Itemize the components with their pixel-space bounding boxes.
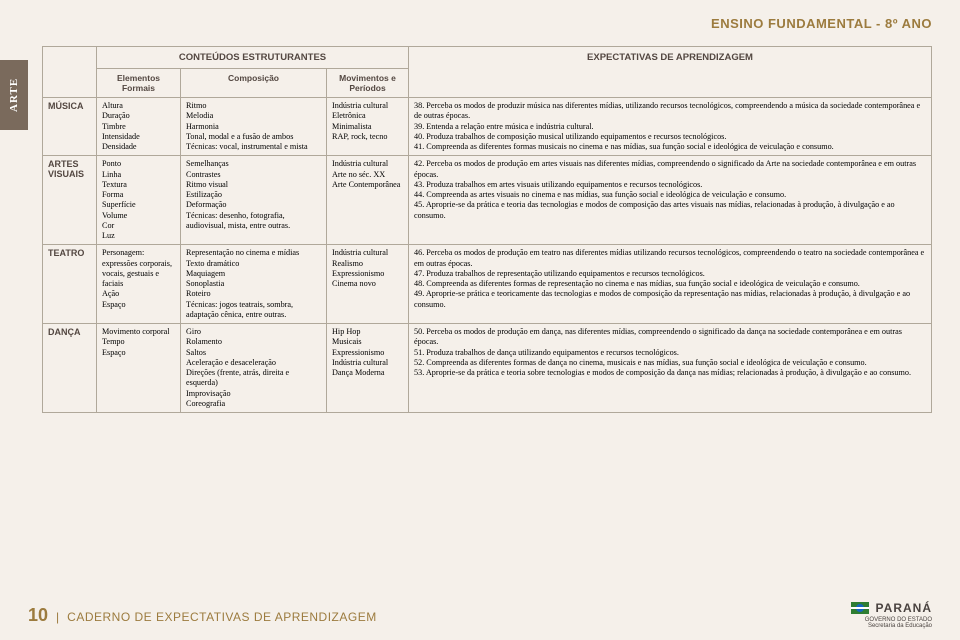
- page: ARTE ENSINO FUNDAMENTAL - 8º ANO CONTEÚD…: [0, 0, 960, 640]
- cell-elem: Personagem: expressões corporais, vocais…: [97, 245, 181, 324]
- logo-state-name: PARANÁ: [876, 601, 932, 615]
- cell-mov: Indústria culturalRealismoExpressionismo…: [327, 245, 409, 324]
- state-logo: PARANÁ GOVERNO DO ESTADO Secretaria da E…: [851, 599, 932, 630]
- grade-level-header: ENSINO FUNDAMENTAL - 8º ANO: [711, 16, 932, 31]
- cell-comp: Representação no cinema e mídiasTexto dr…: [181, 245, 327, 324]
- cell-exp: 42. Perceba os modos de produção em arte…: [409, 156, 932, 245]
- row-label-musica: MÚSICA: [43, 98, 97, 156]
- table-row: TEATRO Personagem: expressões corporais,…: [43, 245, 932, 324]
- subheader-elementos: Elementos Formais: [97, 69, 181, 98]
- cell-comp: SemelhançasContrastesRitmo visualEstiliz…: [181, 156, 327, 245]
- cell-mov: Hip HopMusicaisExpressionismoIndústria c…: [327, 324, 409, 413]
- parana-flag-icon: [851, 602, 869, 614]
- subheader-composicao: Composição: [181, 69, 327, 98]
- cell-elem: Movimento corporalTempoEspaço: [97, 324, 181, 413]
- header-expectations: EXPECTATIVAS DE APRENDIZAGEM: [409, 47, 932, 98]
- cell-mov: Indústria culturalEletrônicaMinimalistaR…: [327, 98, 409, 156]
- corner-cell: [43, 47, 97, 98]
- cell-comp: GiroRolamentoSaltosAceleração e desacele…: [181, 324, 327, 413]
- table-row: ARTES VISUAIS PontoLinhaTexturaFormaSupe…: [43, 156, 932, 245]
- cell-mov: Indústria culturalArte no séc. XXArte Co…: [327, 156, 409, 245]
- row-label-artes-visuais: ARTES VISUAIS: [43, 156, 97, 245]
- page-number: 10: [28, 605, 48, 626]
- logo-line1: GOVERNO DO ESTADO: [851, 617, 932, 624]
- cell-elem: PontoLinhaTexturaFormaSuperfícieVolumeCo…: [97, 156, 181, 245]
- cell-exp: 46. Perceba os modos de produção em teat…: [409, 245, 932, 324]
- row-label-danca: DANÇA: [43, 324, 97, 413]
- curriculum-table: CONTEÚDOS ESTRUTURANTES EXPECTATIVAS DE …: [42, 46, 932, 413]
- row-label-teatro: TEATRO: [43, 245, 97, 324]
- subject-tab: ARTE: [0, 60, 28, 130]
- logo-line2: Secretaria da Educação: [851, 623, 932, 630]
- cell-comp: RitmoMelodiaHarmoniaTonal, modal e a fus…: [181, 98, 327, 156]
- table-row: MÚSICA AlturaDuraçãoTimbreIntensidadeDen…: [43, 98, 932, 156]
- subheader-movimentos: Movimentos e Períodos: [327, 69, 409, 98]
- cell-exp: 50. Perceba os modos de produção em danç…: [409, 324, 932, 413]
- cell-elem: AlturaDuraçãoTimbreIntensidadeDensidade: [97, 98, 181, 156]
- cell-exp: 38. Perceba os modos de produzir música …: [409, 98, 932, 156]
- footer-title: CADERNO DE EXPECTATIVAS DE APRENDIZAGEM: [67, 610, 377, 624]
- footer-separator: |: [56, 610, 59, 624]
- table-row: DANÇA Movimento corporalTempoEspaço Giro…: [43, 324, 932, 413]
- header-contents: CONTEÚDOS ESTRUTURANTES: [97, 47, 409, 69]
- footer: 10 | CADERNO DE EXPECTATIVAS DE APRENDIZ…: [28, 605, 377, 626]
